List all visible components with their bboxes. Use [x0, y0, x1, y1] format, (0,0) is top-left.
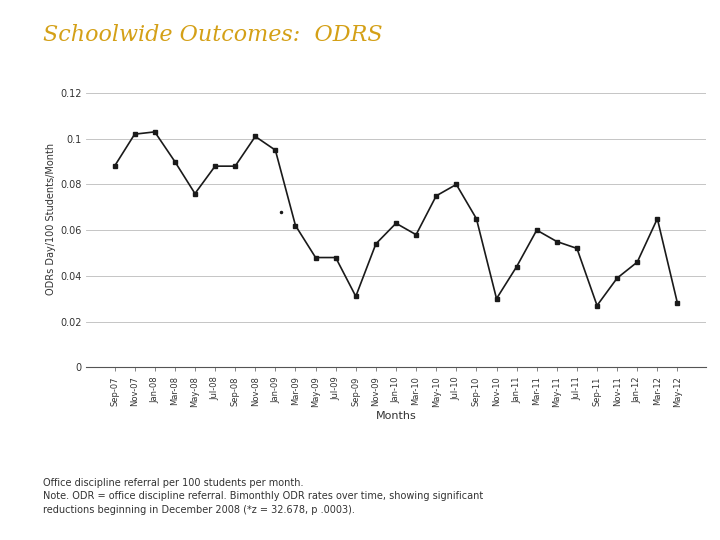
Text: reductions beginning in December 2008 (*z = 32.678, p .0003).: reductions beginning in December 2008 (*…: [43, 505, 355, 515]
Text: Office discipline referral per 100 students per month.: Office discipline referral per 100 stude…: [43, 478, 304, 488]
Text: Note. ODR = office discipline referral. Bimonthly ODR rates over time, showing s: Note. ODR = office discipline referral. …: [43, 491, 483, 502]
X-axis label: Months: Months: [376, 411, 416, 421]
Y-axis label: ODRs Day/100 Students/Month: ODRs Day/100 Students/Month: [46, 143, 56, 295]
Text: Schoolwide Outcomes:  ODRS: Schoolwide Outcomes: ODRS: [43, 24, 383, 46]
